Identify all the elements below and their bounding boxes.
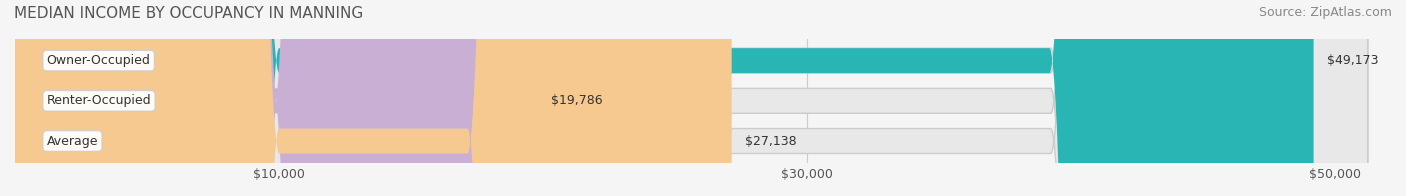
FancyBboxPatch shape (15, 0, 1368, 196)
Text: $49,173: $49,173 (1327, 54, 1378, 67)
Text: Renter-Occupied: Renter-Occupied (46, 94, 152, 107)
FancyBboxPatch shape (15, 0, 1313, 196)
FancyBboxPatch shape (15, 0, 1368, 196)
Text: Average: Average (46, 134, 98, 148)
Text: Source: ZipAtlas.com: Source: ZipAtlas.com (1258, 6, 1392, 19)
Text: MEDIAN INCOME BY OCCUPANCY IN MANNING: MEDIAN INCOME BY OCCUPANCY IN MANNING (14, 6, 363, 21)
FancyBboxPatch shape (15, 0, 537, 196)
FancyBboxPatch shape (15, 0, 731, 196)
FancyBboxPatch shape (15, 0, 1368, 196)
Text: Owner-Occupied: Owner-Occupied (46, 54, 150, 67)
Text: $27,138: $27,138 (745, 134, 797, 148)
Text: $19,786: $19,786 (551, 94, 602, 107)
